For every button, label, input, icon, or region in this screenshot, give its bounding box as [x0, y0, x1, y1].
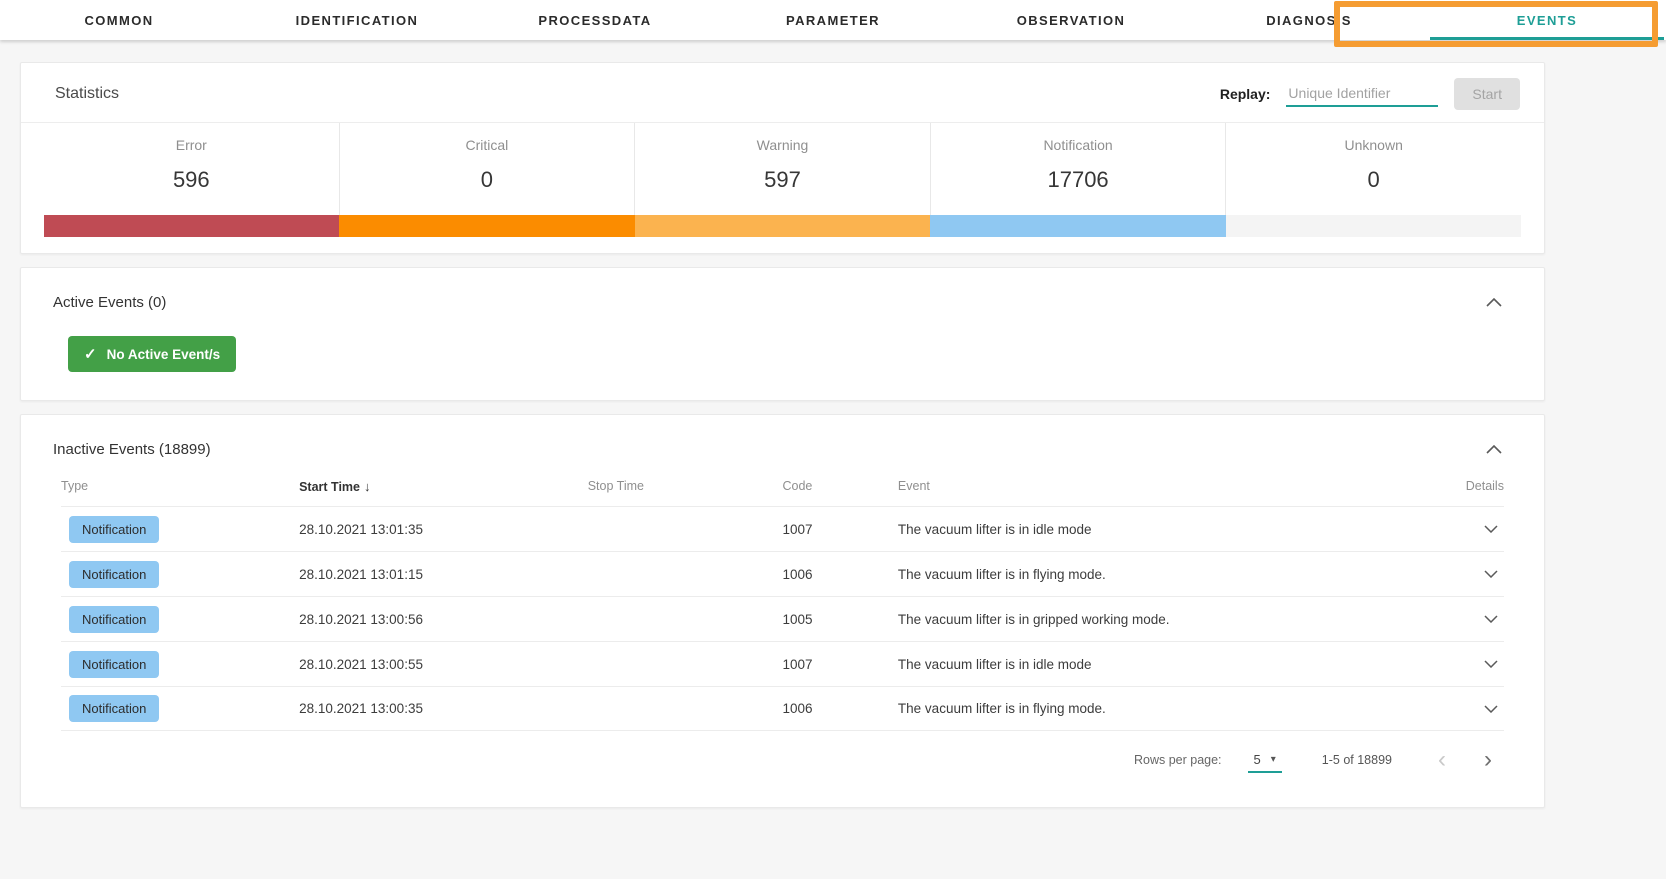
- inactive-events-title: Inactive Events (18899): [53, 441, 211, 458]
- start-time-cell: 28.10.2021 13:00:55: [299, 656, 423, 672]
- code-cell: 1005: [782, 611, 813, 627]
- event-cell: The vacuum lifter is in idle mode: [897, 521, 1092, 537]
- tab-identification[interactable]: IDENTIFICATION: [295, 12, 419, 28]
- tab-processdata[interactable]: PROCESSDATA: [538, 12, 652, 28]
- bar-segment-error: [44, 215, 340, 237]
- column-header-type[interactable]: Type: [61, 479, 89, 493]
- column-header-event[interactable]: Event: [897, 479, 930, 493]
- active-tab-indicator: [1430, 37, 1664, 40]
- statistics-panel: Statistics Replay: Start Error 596 Criti…: [20, 62, 1545, 254]
- table-header-row: Type Start Time ↓ Stop Time Code Event De…: [61, 466, 1504, 506]
- events-page: Statistics Replay: Start Error 596 Criti…: [0, 40, 1666, 808]
- no-active-events-label: No Active Event/s: [106, 346, 221, 362]
- chevron-down-icon: [1484, 570, 1498, 579]
- statistics-color-bar: [44, 215, 1522, 237]
- start-time-cell: 28.10.2021 13:01:15: [299, 566, 423, 582]
- start-time-cell: 28.10.2021 13:00:35: [299, 701, 423, 716]
- inactive-events-panel: Inactive Events (18899) Type Start Time ↓…: [20, 414, 1545, 808]
- replay-controls: Replay: Start: [1219, 77, 1520, 110]
- type-badge: Notification: [69, 650, 160, 678]
- chevron-down-icon: [1484, 704, 1498, 713]
- stat-notification: Notification 17706: [929, 123, 1226, 215]
- bar-segment-unknown: [1225, 215, 1522, 237]
- sort-descending-icon: ↓: [364, 478, 371, 494]
- stat-unknown: Unknown 0: [1225, 123, 1521, 215]
- stat-critical: Critical 0: [338, 123, 635, 215]
- tab-bar: COMMON IDENTIFICATION PROCESSDATA PARAME…: [0, 0, 1666, 47]
- tab-common[interactable]: COMMON: [84, 12, 154, 28]
- table-row[interactable]: Notification 28.10.2021 13:01:35 1007 Th…: [61, 506, 1504, 551]
- replay-start-button[interactable]: Start: [1454, 77, 1520, 110]
- chevron-up-icon: [1486, 297, 1502, 307]
- chevron-down-icon: [1484, 615, 1498, 624]
- column-header-stop-time[interactable]: Stop Time: [587, 479, 644, 493]
- code-cell: 1007: [782, 521, 813, 537]
- table-row[interactable]: Notification 28.10.2021 13:00:55 1007 Th…: [61, 641, 1504, 686]
- active-events-collapse-button[interactable]: [1482, 294, 1506, 311]
- code-cell: 1006: [782, 701, 813, 716]
- stat-error: Error 596: [172, 137, 210, 192]
- type-badge: Notification: [69, 515, 160, 543]
- code-cell: 1007: [782, 656, 813, 672]
- dropdown-caret-icon: ▾: [1270, 753, 1276, 765]
- column-header-start-time[interactable]: Start Time ↓: [299, 478, 371, 494]
- chevron-down-icon: [1484, 660, 1498, 669]
- type-badge: Notification: [69, 560, 160, 588]
- replay-identifier-input[interactable]: [1286, 80, 1439, 107]
- table-pagination: Rows per page: 5 ▾ 1-5 of 18899 ‹ ›: [21, 731, 1544, 789]
- table-row[interactable]: Notification 28.10.2021 13:01:15 1006 Th…: [61, 551, 1504, 596]
- row-details-button[interactable]: [1478, 656, 1504, 672]
- statistics-counters: Error 596 Critical 0 Warning 597 Notific…: [21, 123, 1544, 215]
- chevron-down-icon: [1484, 525, 1498, 534]
- type-badge: Notification: [69, 695, 160, 722]
- pagination-range: 1-5 of 18899: [1321, 753, 1392, 767]
- row-details-button[interactable]: [1478, 701, 1504, 717]
- inactive-events-table: Type Start Time ↓ Stop Time Code Event De…: [61, 466, 1504, 731]
- inactive-events-collapse-button[interactable]: [1482, 441, 1506, 458]
- start-time-cell: 28.10.2021 13:01:35: [299, 521, 423, 537]
- previous-page-button[interactable]: ‹: [1432, 748, 1452, 772]
- bar-segment-critical: [339, 215, 635, 237]
- chevron-up-icon: [1486, 444, 1502, 454]
- tab-observation[interactable]: OBSERVATION: [1016, 12, 1126, 28]
- replay-label: Replay:: [1219, 85, 1271, 102]
- event-cell: The vacuum lifter is in idle mode: [897, 656, 1092, 672]
- column-header-code[interactable]: Code: [782, 479, 813, 493]
- tab-diagnosis[interactable]: DIAGNOSIS: [1266, 12, 1352, 28]
- no-active-events-badge: ✓ No Active Event/s: [68, 336, 237, 372]
- table-row[interactable]: Notification 28.10.2021 13:00:56 1005 Th…: [61, 596, 1504, 641]
- row-details-button[interactable]: [1478, 566, 1504, 582]
- tab-parameter[interactable]: PARAMETER: [786, 12, 880, 28]
- event-cell: The vacuum lifter is in gripped working …: [897, 611, 1170, 627]
- event-cell: The vacuum lifter is in flying mode.: [897, 701, 1106, 716]
- stat-warning: Warning 597: [634, 123, 930, 215]
- rows-per-page-select[interactable]: 5 ▾: [1247, 748, 1282, 773]
- event-cell: The vacuum lifter is in flying mode.: [897, 566, 1106, 582]
- tab-events[interactable]: EVENTS: [1428, 0, 1666, 40]
- column-header-details: Details: [1465, 479, 1504, 493]
- bar-segment-warning: [634, 215, 931, 237]
- type-badge: Notification: [69, 605, 160, 633]
- row-details-button[interactable]: [1478, 611, 1504, 627]
- row-details-button[interactable]: [1478, 521, 1504, 537]
- start-time-cell: 28.10.2021 13:00:56: [299, 611, 423, 627]
- statistics-title: Statistics: [55, 84, 120, 102]
- bar-segment-notification: [930, 215, 1226, 237]
- code-cell: 1006: [782, 566, 813, 582]
- rows-per-page-label: Rows per page:: [1133, 753, 1222, 767]
- active-events-title: Active Events (0): [53, 294, 167, 311]
- table-row[interactable]: Notification 28.10.2021 13:00:35 1006 Th…: [61, 686, 1504, 731]
- check-icon: ✓: [84, 346, 97, 363]
- active-events-panel: Active Events (0) ✓ No Active Event/s: [20, 267, 1545, 401]
- next-page-button[interactable]: ›: [1478, 748, 1498, 772]
